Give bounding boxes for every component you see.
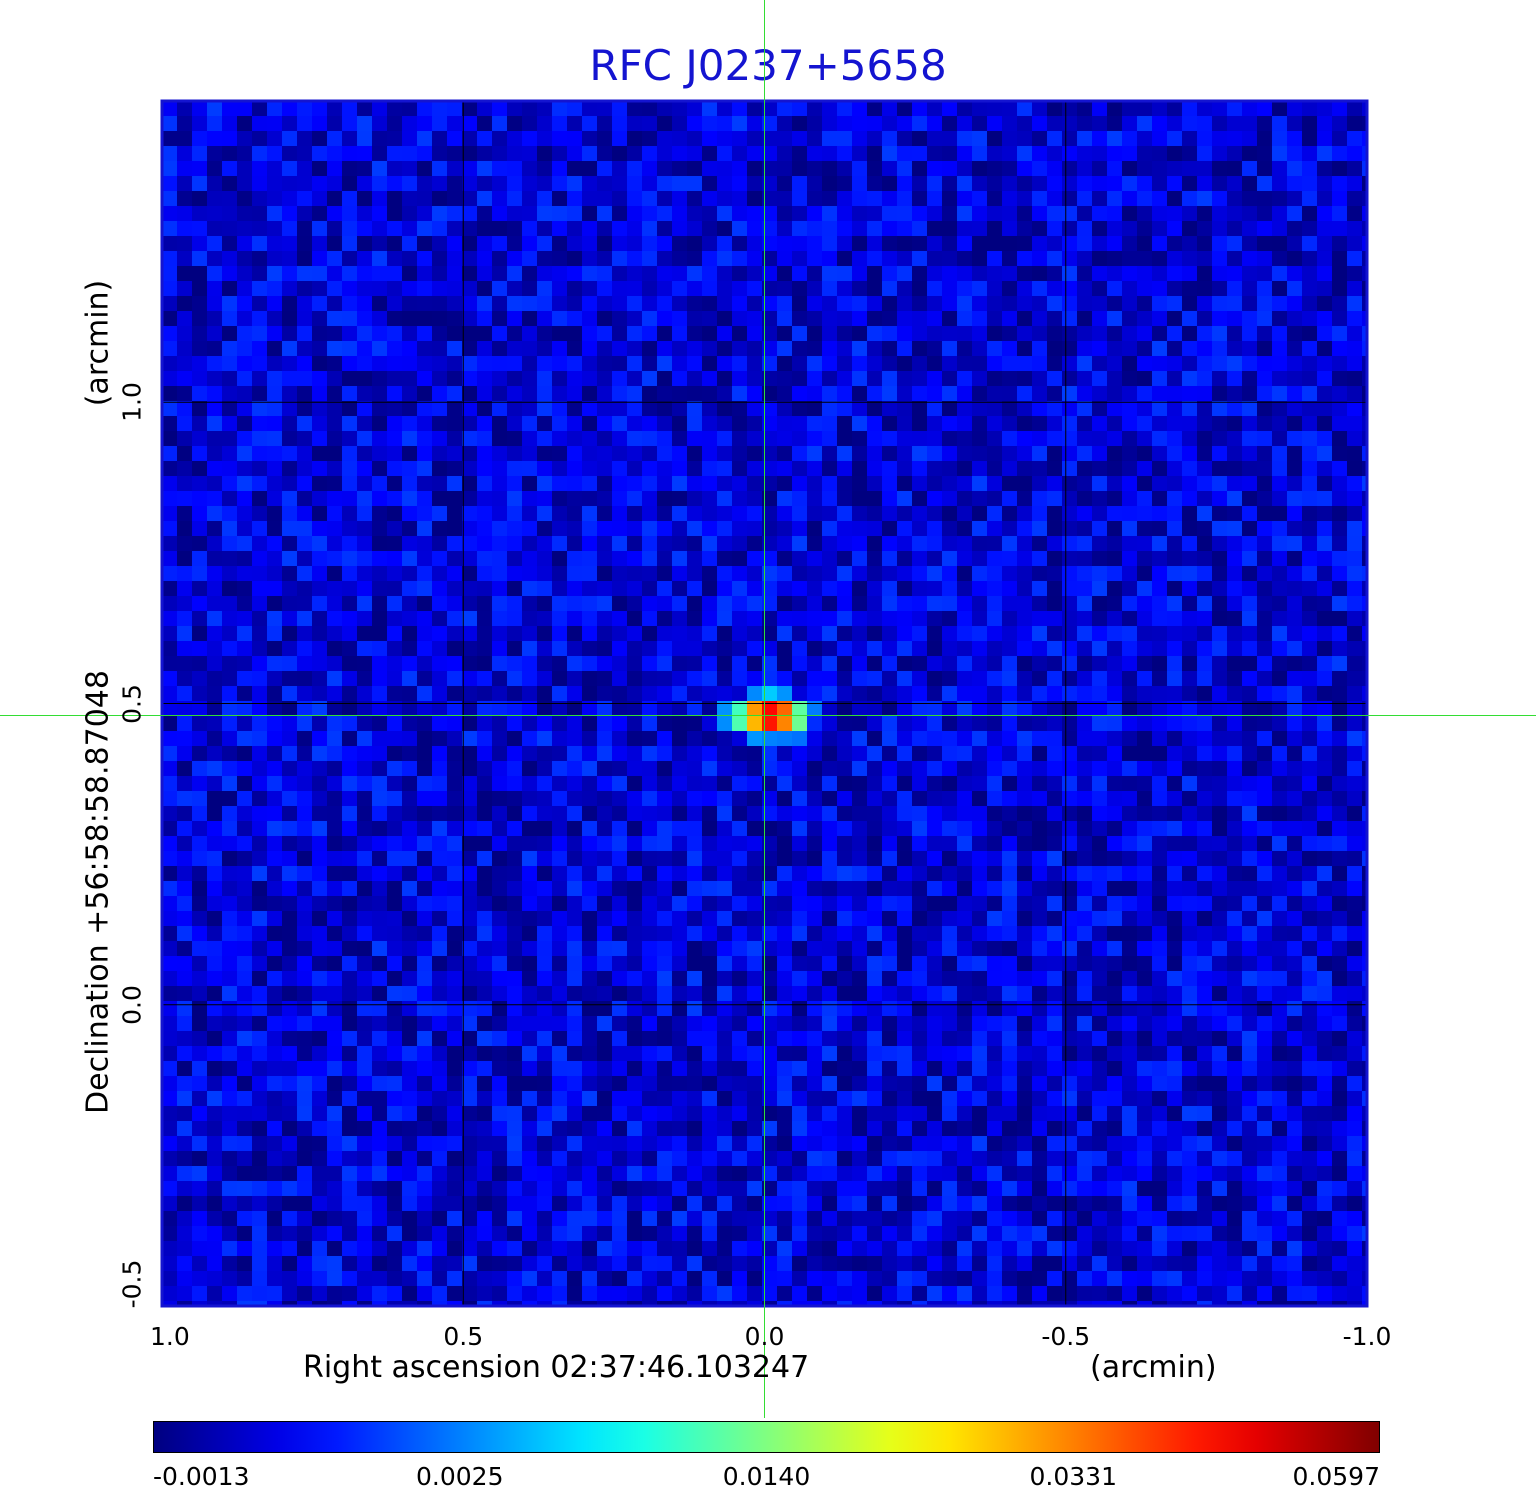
- x-tick-label: 0.5: [443, 1322, 484, 1351]
- colorbar-tick-label: 0.0331: [1029, 1462, 1117, 1491]
- x-tick-label: -1.0: [1342, 1322, 1392, 1351]
- colorbar-tick-label: -0.0013: [153, 1462, 250, 1491]
- x-tick-label: -0.5: [1041, 1322, 1091, 1351]
- colorbar-tick-label: 0.0140: [722, 1462, 811, 1491]
- y-tick-label: 1.0: [117, 382, 147, 423]
- y-axis-unit: (arcmin): [80, 279, 116, 407]
- noise-image: [162, 101, 1368, 1307]
- y-tick-label: -0.5: [117, 1259, 147, 1309]
- colorbar: [153, 1421, 1380, 1453]
- y-tick-label: 0.0: [117, 984, 147, 1025]
- chart-title: RFC J0237+5658: [589, 41, 947, 90]
- colorbar-tick-label: 0.0025: [416, 1462, 504, 1491]
- x-tick-label: 1.0: [150, 1322, 190, 1351]
- x-axis-label: Right ascension 02:37:46.103247: [303, 1350, 810, 1385]
- y-tick-label: 0.5: [117, 683, 147, 724]
- x-tick-label: 0.0: [744, 1322, 785, 1351]
- colorbar-tick-label: 0.0597: [1292, 1462, 1380, 1491]
- x-axis-unit: (arcmin): [1090, 1350, 1217, 1385]
- y-axis-label: Declination +56:58:58.87048: [80, 670, 116, 1114]
